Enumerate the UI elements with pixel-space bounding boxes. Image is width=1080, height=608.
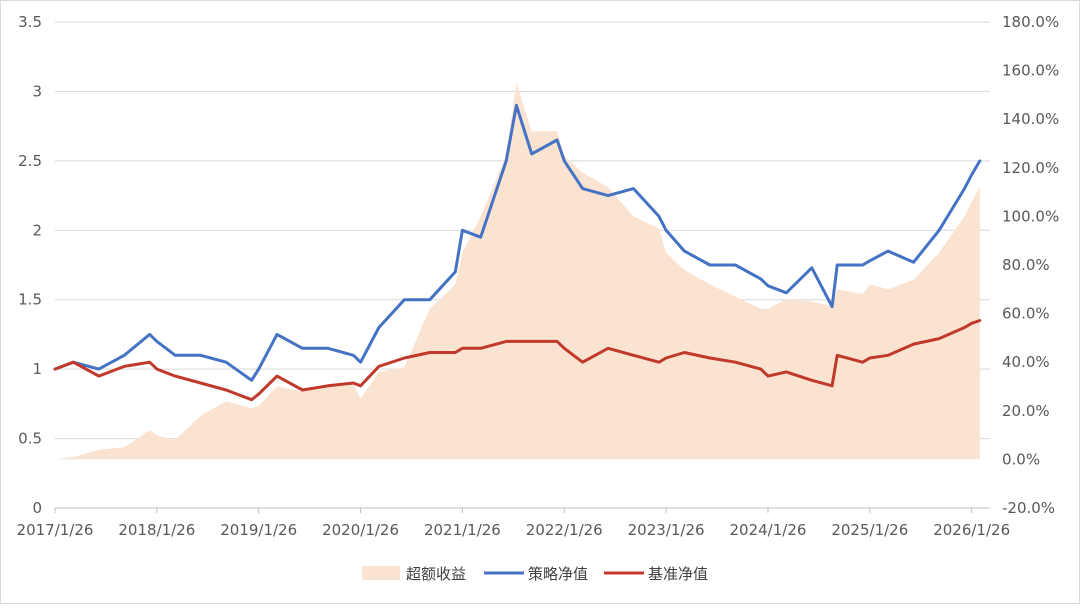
x-tick-label: 2022/1/26 [526,521,603,539]
y-left-tick-label: 3.5 [18,13,42,31]
x-tick-label: 2018/1/26 [118,521,195,539]
x-tick-label: 2019/1/26 [220,521,297,539]
y-left-tick-label: 1.5 [18,291,42,309]
axes: 0 0.5 1 1.5 2 2.5 3 3.5 -20.0% 0.0% 20.0% 40.0% 60.0… [17,13,1060,539]
legend-swatch-area [362,566,400,580]
y-right-tick-label: 140.0% [1002,110,1059,128]
legend-item: 超额收益 [362,565,466,583]
line-series [53,103,982,402]
legend-label: 基准净值 [648,565,708,583]
line-benchmark-nav [53,319,982,402]
x-tick-label: 2021/1/26 [424,521,501,539]
y-right-tick-label: 20.0% [1002,402,1050,420]
y-left-tick-label: 3 [32,82,42,100]
x-tick-label: 2025/1/26 [831,521,908,539]
legend-item: 策略净值 [484,565,588,583]
y-left-tick-label: 2 [32,221,42,239]
y-right-tick-label: -20.0% [1002,499,1055,517]
x-tick-label: 2023/1/26 [628,521,705,539]
line-strategy-nav [53,103,982,382]
y-right-tick-label: 80.0% [1002,256,1050,274]
legend-label: 策略净值 [528,565,588,583]
y-right-tick-label: 120.0% [1002,159,1059,177]
y-left-tick-label: 0.5 [18,430,42,448]
legend: 超额收益 策略净值 基准净值 [362,565,708,583]
y-right-tick-label: 180.0% [1002,13,1059,31]
x-tick-label: 2017/1/26 [17,521,94,539]
y-right-tick-label: 60.0% [1002,305,1050,323]
y-right-tick-label: 0.0% [1002,450,1040,468]
y-right-tick-label: 40.0% [1002,353,1050,371]
x-tick-label: 2026/1/26 [933,521,1010,539]
y-right-tick-label: 100.0% [1002,207,1059,225]
y-left-tick-label: 2.5 [18,152,42,170]
y-left-tick-label: 1 [32,360,42,378]
x-tick-label: 2020/1/26 [322,521,399,539]
y-right-tick-label: 160.0% [1002,62,1059,80]
x-tick-label: 2024/1/26 [730,521,807,539]
y-left-tick-label: 0 [32,499,42,517]
legend-label: 超额收益 [406,565,466,583]
legend-item: 基准净值 [604,565,708,583]
